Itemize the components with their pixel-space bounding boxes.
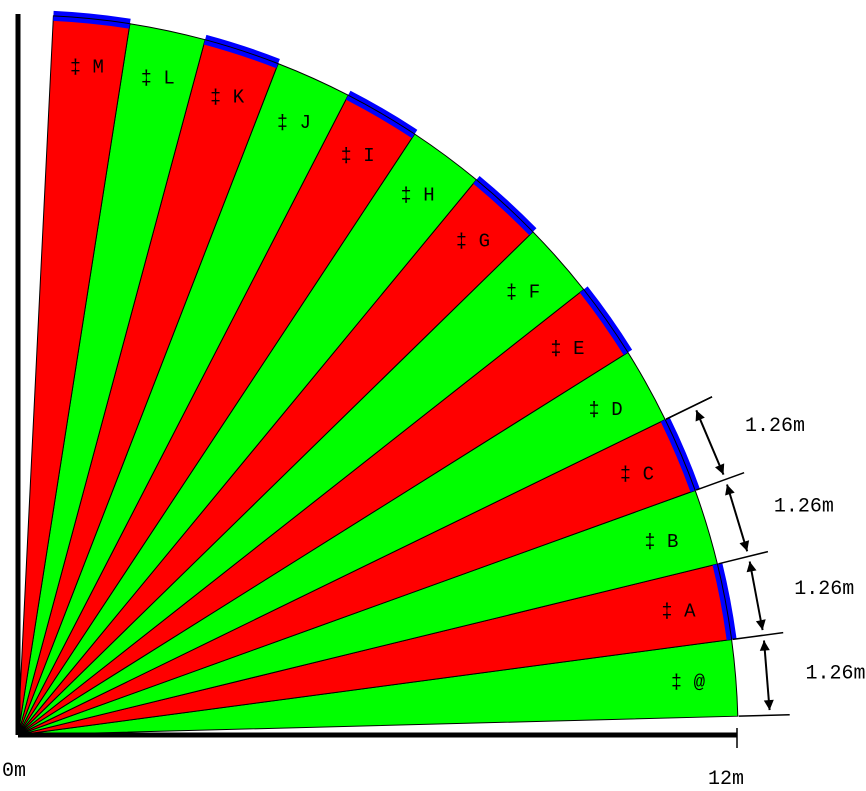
wedge-cap-outline-3 [664,419,696,491]
dimension-arrowhead [755,619,766,631]
dimension-arrowhead [695,410,705,422]
dimension-arrowhead [763,699,774,711]
wedge-label: ‡ A [661,601,696,623]
wedge-cap-outline-1 [716,563,733,640]
dimension-extension-line [695,471,745,491]
wedge-label: ‡ @ [671,672,706,694]
wedge-label: ‡ K [210,86,245,108]
wedge-cap-outline-9 [347,94,415,135]
wedge-label: ‡ B [644,531,678,553]
wedge-layer [17,15,739,736]
dimension-arrowhead [715,463,725,475]
dimension-label: 1.26m [806,663,866,686]
wedge-cap-outline-5 [583,289,629,353]
dimension-arrowhead [725,484,735,496]
dimension-arrow [695,409,725,475]
dimension-arrowhead [759,640,770,651]
cap-layer [53,10,737,641]
wedge-label: ‡ F [506,282,540,304]
dimension-extension-line [732,631,784,641]
axis-origin-label: 0m [2,760,26,783]
dimension-label: 1.26m [774,495,834,518]
wedge-label: ‡ I [340,145,374,167]
wedge-label: ‡ G [456,230,490,252]
dimension-layer: 1.26m 1.26m 1.26m 1.26m [665,396,866,717]
wedge-label: ‡ D [588,399,622,421]
wedge-label: ‡ C [620,463,654,485]
wedge-label-layer: ‡ @ ‡ A ‡ B ‡ C ‡ D ‡ E ‡ F ‡ G ‡ H ‡ I ‡ J ‡ K ‡ L ‡… [70,57,706,694]
dimension-arrow [763,640,771,711]
dimension-extension-line [738,714,790,717]
dimension-arrowhead [739,540,750,552]
dimension-label: 1.26m [794,578,854,601]
dimension-arrow [726,484,749,552]
dimension-extension-line [718,550,769,565]
axis-end-label: 12m [708,768,744,791]
wedge-label: ‡ J [277,112,311,134]
dimension-label: 1.26m [745,415,805,438]
wedge-cap-outline-13 [53,15,130,25]
wedge-label: ‡ L [141,68,175,90]
dimension-arrowhead [746,561,757,573]
dimension-arrow [748,561,764,631]
wedge-cap-outline-7 [476,179,534,233]
wedge-label: ‡ M [70,57,104,79]
wedge-cap-outline-11 [204,39,279,65]
wedge-label: ‡ E [550,338,584,360]
wedge-label: ‡ H [400,185,434,207]
dimension-extension-line [665,396,713,420]
